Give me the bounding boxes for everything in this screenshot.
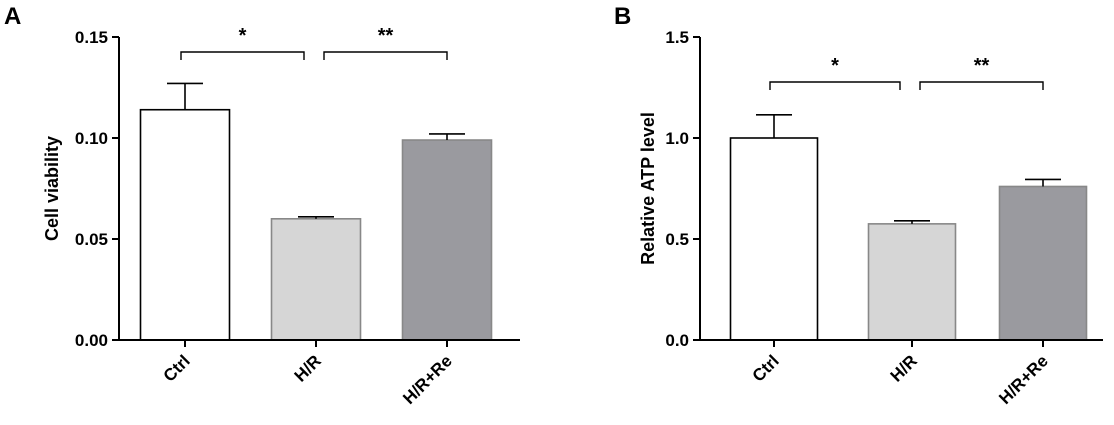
bar-ctrl [139,108,231,341]
x-tick-label: H/R+Re [995,351,1052,408]
y-axis-title: Cell viability [42,136,62,241]
y-tick-label: 0.05 [75,230,108,249]
y-tick-label: 0.15 [75,28,108,47]
y-tick-label: 1.0 [665,129,689,148]
significance-label: ** [378,25,394,47]
panel-a: A 0.00 0.05 0.10 0.15 Ctrl H/R H/R+Re Cell viabi… [4,3,520,408]
panel-b: B 0.0 0.5 1.0 1.5 Ctrl H/R H/R+Re Relative ATP l… [614,3,1103,408]
bar-h-r-re [401,139,493,341]
significance-bracket [769,81,901,90]
bar-h-r [270,218,362,341]
significance-bracket [323,51,448,60]
bar-h-r [867,223,957,341]
x-tick-label: H/R [291,351,325,385]
y-tick-label: 0.00 [75,331,108,350]
panel-letter: A [4,3,21,30]
significance-bracket [919,81,1044,90]
y-axis-title: Relative ATP level [638,112,658,265]
significance-label: * [831,55,839,77]
y-tick-label: 1.5 [665,28,689,47]
significance-bracket [180,51,305,60]
y-tick-label: 0.10 [75,129,108,148]
panel-letter: B [614,3,631,30]
y-tick-label: 0.5 [665,230,689,249]
significance-label: * [239,25,247,47]
bar-ctrl [729,137,819,341]
x-tick-label: Ctrl [749,351,783,385]
bar-h-r-re [998,185,1088,341]
y-tick-label: 0.0 [665,331,689,350]
significance-label: ** [974,55,990,77]
x-tick-label: Ctrl [160,351,194,385]
x-tick-label: H/R [887,351,921,385]
x-tick-label: H/R+Re [399,351,456,408]
